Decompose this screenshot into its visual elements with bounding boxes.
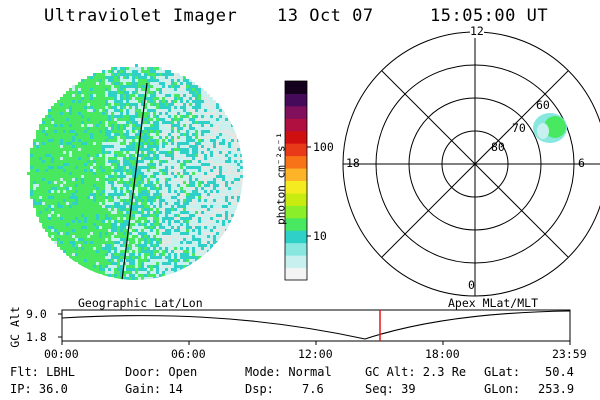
- ip-info: IP: 36.0: [10, 382, 68, 396]
- timeline-xtick-1800: 18:00: [425, 347, 460, 361]
- colorbar-cell: [285, 93, 307, 107]
- colorbar-cell: [285, 155, 307, 169]
- geo-disk: [27, 64, 243, 280]
- mode-info: Mode: Normal: [245, 365, 332, 379]
- altitude-curve: [61, 310, 571, 340]
- observation-time: 15:05:00 UT: [430, 6, 549, 26]
- polar-hour-0: 0: [468, 278, 475, 292]
- timeline-ytick-1-8: 1.8: [26, 330, 47, 344]
- polar-aurora-blob: [533, 113, 567, 143]
- colorbar-cell: [285, 81, 307, 94]
- colorbar-cell: [285, 180, 307, 194]
- polar-lat-60: 60: [536, 98, 550, 112]
- geo-pixel-layer: [27, 64, 243, 280]
- colorbar-cell: [285, 105, 307, 119]
- colorbar-units: photon cm⁻²s⁻¹: [274, 132, 288, 225]
- gc-alt-info: GC Alt: 2.3 Re: [365, 365, 467, 379]
- colorbar-cell: [285, 230, 307, 244]
- glon-label: GLon:: [484, 382, 521, 396]
- dsp-value: 7.6: [302, 382, 324, 396]
- polar-lat-70: 70: [512, 121, 526, 135]
- timeline-xtick-1200: 12:00: [298, 347, 333, 361]
- dsp-label: Dsp:: [245, 382, 274, 396]
- colorbar-cell: [285, 168, 307, 181]
- observation-date: 13 Oct 07: [277, 6, 374, 26]
- colorbar-cell: [285, 205, 307, 219]
- gain-info: Gain: 14: [125, 382, 183, 396]
- polar-panel-label: Apex MLat/MLT: [448, 296, 539, 310]
- colorbar-cell: [285, 217, 307, 231]
- glon-value: 253.9: [538, 382, 575, 396]
- door-info: Door: Open: [125, 365, 198, 379]
- timeline-axis-label: GC Alt: [7, 306, 22, 348]
- polar-plot: [342, 31, 600, 297]
- geo-panel-label: Geographic Lat/Lon: [78, 296, 203, 310]
- timeline-xtick-0000: 00:00: [44, 347, 79, 361]
- polar-hour-6: 6: [578, 156, 585, 170]
- colorbar-cells: [285, 81, 307, 281]
- colorbar-label-10: 10: [313, 229, 327, 243]
- colorbar-cell: [285, 267, 307, 281]
- timeline-xtick-0600: 06:00: [171, 347, 206, 361]
- colorbar-cell: [285, 118, 307, 132]
- colorbar-cell: [285, 130, 307, 144]
- colorbar-cell: [285, 143, 307, 157]
- timeline-ytick-9: 9.0: [26, 307, 47, 321]
- colorbar-label-100: 100: [313, 140, 334, 154]
- polar-hour-12: 12: [470, 24, 484, 38]
- glat-label: GLat:: [484, 365, 521, 379]
- glat-value: 50.4: [545, 365, 574, 379]
- terminator-line: [121, 82, 148, 280]
- instrument-title: Ultraviolet Imager: [44, 6, 238, 26]
- timeline-plot: [58, 309, 571, 345]
- polar-hour-18: 18: [346, 156, 360, 170]
- colorbar-frame: [284, 80, 308, 281]
- colorbar-cell: [285, 255, 307, 269]
- colorbar: [284, 80, 311, 281]
- filter-info: Flt: LBHL: [10, 365, 76, 379]
- polar-diagonal-2: [381, 70, 569, 258]
- seq-info: Seq: 39: [365, 382, 416, 396]
- timeline-xtick-2359: 23:59: [552, 347, 587, 361]
- colorbar-cell: [285, 192, 307, 206]
- polar-lat-80: 80: [491, 140, 505, 154]
- colorbar-cell: [285, 242, 307, 256]
